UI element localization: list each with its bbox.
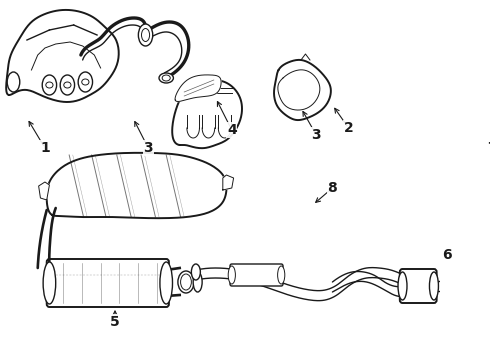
Ellipse shape: [159, 73, 173, 83]
Ellipse shape: [278, 266, 285, 284]
Polygon shape: [6, 10, 119, 102]
Ellipse shape: [193, 272, 202, 292]
Polygon shape: [274, 60, 331, 120]
Text: 3: 3: [144, 141, 153, 155]
Polygon shape: [172, 80, 242, 148]
Ellipse shape: [42, 75, 57, 95]
Ellipse shape: [398, 272, 407, 300]
Text: 4: 4: [227, 123, 237, 137]
Polygon shape: [219, 128, 231, 138]
Polygon shape: [202, 128, 215, 138]
Ellipse shape: [429, 272, 439, 300]
Text: 1: 1: [40, 141, 50, 155]
Text: 5: 5: [110, 315, 120, 329]
Polygon shape: [223, 175, 234, 190]
Ellipse shape: [228, 266, 235, 284]
Ellipse shape: [60, 75, 74, 95]
Text: 6: 6: [442, 248, 452, 262]
Polygon shape: [175, 75, 221, 102]
Text: 2: 2: [343, 121, 353, 135]
Text: 7: 7: [488, 141, 490, 155]
Polygon shape: [39, 182, 49, 200]
Ellipse shape: [7, 72, 20, 92]
Ellipse shape: [178, 271, 194, 293]
Text: 8: 8: [327, 181, 337, 195]
Ellipse shape: [138, 24, 153, 46]
Polygon shape: [187, 128, 199, 138]
Ellipse shape: [192, 264, 200, 280]
Polygon shape: [47, 153, 226, 218]
Ellipse shape: [43, 262, 56, 304]
Text: 3: 3: [312, 128, 321, 142]
FancyBboxPatch shape: [47, 259, 169, 307]
FancyBboxPatch shape: [400, 269, 437, 303]
FancyBboxPatch shape: [230, 264, 283, 286]
Ellipse shape: [78, 72, 93, 92]
Ellipse shape: [160, 262, 172, 304]
